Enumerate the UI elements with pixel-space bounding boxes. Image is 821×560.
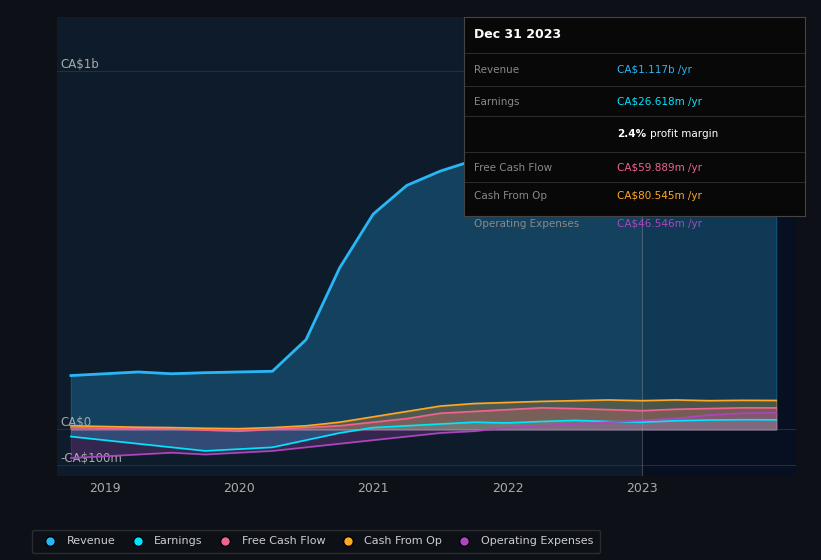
Text: CA$59.889m /yr: CA$59.889m /yr: [617, 163, 702, 173]
Text: CA$1.117b /yr: CA$1.117b /yr: [617, 66, 692, 76]
Text: Earnings: Earnings: [474, 97, 520, 108]
Text: CA$80.545m /yr: CA$80.545m /yr: [617, 191, 702, 200]
Text: Dec 31 2023: Dec 31 2023: [474, 28, 562, 41]
Text: Free Cash Flow: Free Cash Flow: [474, 163, 553, 173]
Text: CA$0: CA$0: [60, 417, 91, 430]
Text: 2.4%: 2.4%: [617, 129, 646, 139]
Text: Cash From Op: Cash From Op: [474, 191, 547, 200]
Text: CA$46.546m /yr: CA$46.546m /yr: [617, 218, 702, 228]
Text: CA$26.618m /yr: CA$26.618m /yr: [617, 97, 702, 108]
Text: profit margin: profit margin: [649, 129, 718, 139]
Text: Revenue: Revenue: [474, 66, 519, 76]
Text: -CA$100m: -CA$100m: [60, 452, 122, 465]
Legend: Revenue, Earnings, Free Cash Flow, Cash From Op, Operating Expenses: Revenue, Earnings, Free Cash Flow, Cash …: [32, 530, 600, 553]
Text: Operating Expenses: Operating Expenses: [474, 218, 580, 228]
Bar: [642, 17, 796, 476]
Text: CA$1b: CA$1b: [60, 58, 99, 71]
